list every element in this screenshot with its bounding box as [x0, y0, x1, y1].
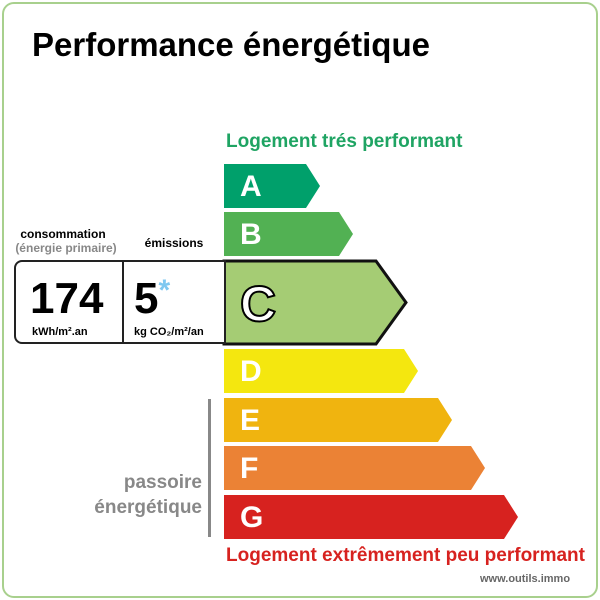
class-letter-g: G [240, 501, 264, 534]
class-bar-b [224, 212, 353, 256]
class-bar-g [224, 495, 518, 539]
class-letter-a: A [240, 170, 262, 203]
website-link[interactable]: www.outils.immo [480, 573, 571, 585]
consumption-value: 174 [30, 274, 104, 323]
class-letter-d: D [240, 355, 262, 388]
emissions-label: émissions [144, 236, 204, 250]
emissions-value: 5 [134, 274, 159, 323]
class-bar-f [224, 446, 485, 490]
consumption-unit: kWh/m².an [32, 326, 88, 338]
class-bar-e [224, 398, 452, 442]
consumption-label: consommation [20, 227, 106, 241]
class-letter-b: B [240, 218, 262, 251]
passoire-divider [208, 399, 211, 537]
class-bar-d [224, 349, 418, 393]
consumption-box: 174 kWh/m².an [14, 260, 125, 344]
class-letter-e: E [240, 404, 261, 437]
top-label: Logement trés performant [226, 131, 463, 152]
asterisk-icon: * [158, 274, 171, 307]
class-bar-a [224, 164, 320, 208]
page-title: Performance énergétique [32, 26, 430, 63]
class-letter-c: C [239, 275, 277, 333]
passoire-label: passoire énergétique [80, 470, 202, 520]
passoire-line2: énergétique [94, 497, 202, 518]
class-letter-f: F [240, 452, 259, 485]
consumption-sublabel: (énergie primaire) [15, 241, 117, 255]
bottom-label: Logement extrêmement peu performant [226, 545, 585, 566]
passoire-line1: passoire [123, 472, 202, 493]
emissions-unit: kg CO₂/m²/an [134, 326, 204, 338]
emissions-box: 5* kg CO₂/m²/an [122, 260, 226, 344]
